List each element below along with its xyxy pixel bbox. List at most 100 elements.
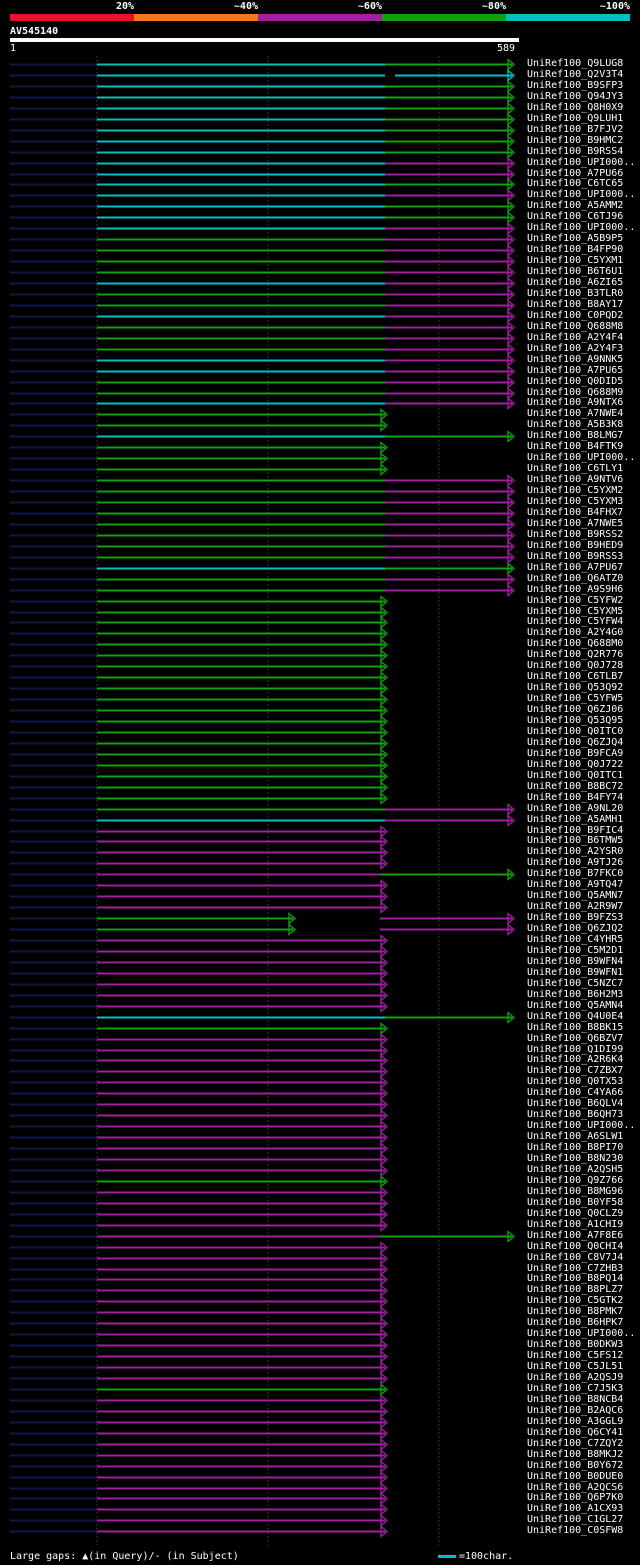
hit-name-link[interactable]: UniRef100_A5AMM2 (527, 199, 624, 211)
hit-name-link[interactable]: UniRef100_B9RSS2 (527, 528, 624, 540)
hit-name-link[interactable]: UniRef100_C7ZHB3 (527, 1262, 624, 1274)
hit-name-link[interactable]: UniRef100_B7FJV2 (527, 123, 624, 135)
hit-name-link[interactable]: UniRef100_B9RSS3 (527, 550, 624, 562)
hit-name-link[interactable]: UniRef100_Q6ATZ0 (527, 572, 624, 584)
hit-name-link[interactable]: UniRef100_B8N230 (527, 1152, 624, 1164)
hit-name-link[interactable]: UniRef100_Q5AMN4 (527, 999, 624, 1011)
hit-name-link[interactable]: UniRef100_B4FHX7 (527, 506, 624, 518)
hit-name-link[interactable]: UniRef100_Q9Z766 (527, 1174, 624, 1186)
hit-name-link[interactable]: UniRef100_C5JL51 (527, 1360, 624, 1372)
hit-name-link[interactable]: UniRef100_A5B3K8 (527, 418, 624, 430)
hit-name-link[interactable]: UniRef100_B0DKW3 (527, 1338, 624, 1350)
hit-name-link[interactable]: UniRef100_B8MG96 (527, 1185, 624, 1197)
hit-name-link[interactable]: UniRef100_A7PU67 (527, 561, 624, 573)
hit-name-link[interactable]: UniRef100_C5FS12 (527, 1349, 624, 1361)
hit-name-link[interactable]: UniRef100_Q6ZJQ2 (527, 922, 624, 934)
hit-name-link[interactable]: UniRef100_B4FTK9 (527, 440, 624, 452)
hit-name-link[interactable]: UniRef100_B9FCA9 (527, 747, 624, 759)
hit-name-link[interactable]: UniRef100_B6HPK7 (527, 1316, 624, 1328)
hit-name-link[interactable]: UniRef100_B9RSS4 (527, 145, 624, 157)
hit-name-link[interactable]: UniRef100_C4YA66 (527, 1086, 624, 1098)
hit-name-link[interactable]: UniRef100_B6QLV4 (527, 1097, 624, 1109)
hit-name-link[interactable]: UniRef100_B9FZS3 (527, 911, 624, 923)
hit-name-link[interactable]: UniRef100_C5YXM5 (527, 605, 624, 617)
hit-name-link[interactable]: UniRef100_Q688M8 (527, 320, 624, 332)
hit-name-link[interactable]: UniRef100_A7NWE5 (527, 517, 624, 529)
hit-name-link[interactable]: UniRef100_A5B9P5 (527, 232, 624, 244)
hit-name-link[interactable]: UniRef100_A9NTX6 (527, 396, 624, 408)
hit-name-link[interactable]: UniRef100_A9NL20 (527, 802, 624, 814)
hit-name-link[interactable]: UniRef100_B2AQC6 (527, 1404, 624, 1416)
hit-name-link[interactable]: UniRef100_A3GGL9 (527, 1415, 624, 1427)
hit-name-link[interactable]: UniRef100_B4FP90 (527, 243, 624, 255)
hit-name-link[interactable]: UniRef100_B6QH73 (527, 1108, 624, 1120)
hit-name-link[interactable]: UniRef100_B9HED9 (527, 539, 624, 551)
hit-name-link[interactable]: UniRef100_B3TLR0 (527, 287, 624, 299)
hit-name-link[interactable]: UniRef100_A9NTV6 (527, 473, 624, 485)
hit-name-link[interactable]: UniRef100_UPI000.. (527, 451, 636, 463)
hit-name-link[interactable]: UniRef100_A9TJ26 (527, 856, 624, 868)
hit-name-link[interactable]: UniRef100_A2Y4F4 (527, 331, 624, 343)
hit-name-link[interactable]: UniRef100_A1CHI9 (527, 1218, 624, 1230)
hit-name-link[interactable]: UniRef100_A9TQ47 (527, 878, 624, 890)
hit-name-link[interactable]: UniRef100_C6TJ96 (527, 210, 624, 222)
hit-name-link[interactable]: UniRef100_B8LMG7 (527, 429, 624, 441)
hit-name-link[interactable]: UniRef100_C5NZC7 (527, 977, 624, 989)
hit-name-link[interactable]: UniRef100_Q0CHI4 (527, 1240, 624, 1252)
hit-name-link[interactable]: UniRef100_C5YFW5 (527, 692, 624, 704)
hit-name-link[interactable]: UniRef100_C5YXM3 (527, 495, 624, 507)
hit-name-link[interactable]: UniRef100_Q53Q92 (527, 681, 624, 693)
hit-name-link[interactable]: UniRef100_A2Y4G0 (527, 626, 624, 638)
hit-name-link[interactable]: UniRef100_C5GTK2 (527, 1294, 624, 1306)
hit-name-link[interactable]: UniRef100_C8V7J4 (527, 1251, 624, 1263)
hit-name-link[interactable]: UniRef100_A7PU66 (527, 167, 624, 179)
hit-name-link[interactable]: UniRef100_Q6CY41 (527, 1426, 624, 1438)
hit-name-link[interactable]: UniRef100_B9HMC2 (527, 134, 624, 146)
hit-name-link[interactable]: UniRef100_A9NNK5 (527, 353, 624, 365)
hit-name-link[interactable]: UniRef100_B9FIC4 (527, 824, 624, 836)
hit-name-link[interactable]: UniRef100_B4FY74 (527, 791, 624, 803)
hit-name-link[interactable]: UniRef100_A2YSR0 (527, 845, 624, 857)
hit-name-link[interactable]: UniRef100_B0YF58 (527, 1196, 624, 1208)
hit-name-link[interactable]: UniRef100_B8BK15 (527, 1021, 624, 1033)
hit-name-link[interactable]: UniRef100_Q0DID5 (527, 375, 624, 387)
hit-name-link[interactable]: UniRef100_UPI000.. (527, 1119, 636, 1131)
hit-name-link[interactable]: UniRef100_C6TLB7 (527, 670, 624, 682)
hit-name-link[interactable]: UniRef100_B8BC72 (527, 780, 624, 792)
hit-name-link[interactable]: UniRef100_Q9LUG8 (527, 57, 624, 69)
hit-name-link[interactable]: UniRef100_Q5AMN7 (527, 889, 624, 901)
hit-name-link[interactable]: UniRef100_C5YXM2 (527, 484, 624, 496)
hit-name-link[interactable]: UniRef100_Q2R776 (527, 648, 624, 660)
hit-name-link[interactable]: UniRef100_C0SFW8 (527, 1524, 624, 1536)
hit-name-link[interactable]: UniRef100_B7FKC0 (527, 867, 624, 879)
hit-name-link[interactable]: UniRef100_Q2V3T4 (527, 68, 624, 80)
hit-name-link[interactable]: UniRef100_Q94JY3 (527, 90, 624, 102)
hit-name-link[interactable]: UniRef100_B8MKJ2 (527, 1448, 624, 1460)
hit-name-link[interactable]: UniRef100_Q0ITC1 (527, 769, 624, 781)
hit-name-link[interactable]: UniRef100_C5YFW2 (527, 594, 624, 606)
hit-name-link[interactable]: UniRef100_A7NWE4 (527, 407, 624, 419)
hit-name-link[interactable]: UniRef100_C1GL27 (527, 1513, 624, 1525)
hit-name-link[interactable]: UniRef100_UPI000.. (527, 156, 636, 168)
hit-name-link[interactable]: UniRef100_UPI000.. (527, 221, 636, 233)
hit-name-link[interactable]: UniRef100_Q4U0E4 (527, 1010, 624, 1022)
hit-name-link[interactable]: UniRef100_B8PQ14 (527, 1272, 624, 1284)
hit-name-link[interactable]: UniRef100_Q1DI99 (527, 1043, 624, 1055)
hit-name-link[interactable]: UniRef100_B0Y672 (527, 1459, 624, 1471)
hit-name-link[interactable]: UniRef100_Q6ZJ06 (527, 703, 624, 715)
hit-name-link[interactable]: UniRef100_B8PLZ7 (527, 1283, 624, 1295)
hit-name-link[interactable]: UniRef100_Q6P7K0 (527, 1491, 624, 1503)
hit-name-link[interactable]: UniRef100_C7J5K3 (527, 1382, 624, 1394)
hit-name-link[interactable]: UniRef100_C5YFW4 (527, 615, 624, 627)
hit-name-link[interactable]: UniRef100_Q0TX53 (527, 1075, 624, 1087)
hit-name-link[interactable]: UniRef100_A2QCS6 (527, 1481, 624, 1493)
hit-name-link[interactable]: UniRef100_C0PQD2 (527, 309, 624, 321)
hit-name-link[interactable]: UniRef100_B6TMW5 (527, 834, 624, 846)
hit-name-link[interactable]: UniRef100_Q6ZJQ4 (527, 736, 624, 748)
hit-name-link[interactable]: UniRef100_B6T6U1 (527, 265, 624, 277)
hit-name-link[interactable]: UniRef100_Q53Q95 (527, 714, 624, 726)
hit-name-link[interactable]: UniRef100_A6SLW1 (527, 1130, 624, 1142)
hit-name-link[interactable]: UniRef100_Q688M9 (527, 386, 624, 398)
hit-name-link[interactable]: UniRef100_B9WFN4 (527, 955, 624, 967)
hit-name-link[interactable]: UniRef100_C4YHR5 (527, 933, 624, 945)
